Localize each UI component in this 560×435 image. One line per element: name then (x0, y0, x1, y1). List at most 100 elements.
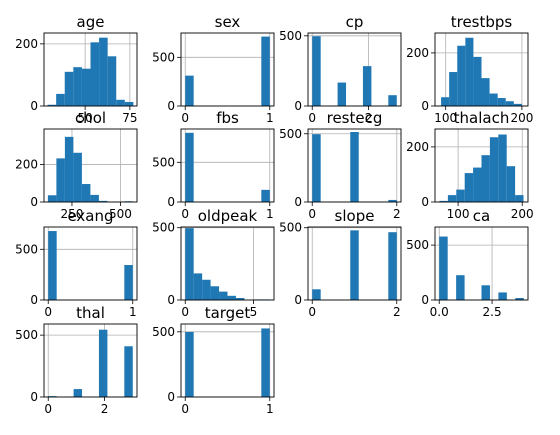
x-tick-label: 250 (61, 207, 84, 221)
histogram-bar (202, 279, 211, 300)
y-tick-label: 0 (30, 390, 38, 404)
histogram-bar (388, 199, 397, 202)
x-tick-label: 100 (434, 111, 457, 125)
histogram-bar (64, 136, 74, 202)
plot-frame (180, 32, 275, 107)
y-tick-label: 500 (279, 29, 302, 43)
y-tick-label: 500 (279, 221, 302, 235)
histogram-bar (312, 134, 321, 202)
histogram-bar (388, 95, 397, 106)
histogram-bar (505, 101, 514, 106)
subplot-age: 50 75 0 200 age (15, 13, 137, 125)
subplot-trestbps: 100 200 0 200 trestbps (406, 13, 533, 125)
x-tick-label: 0 (181, 305, 189, 319)
plot-frame (43, 226, 138, 301)
y-tick-label: 0 (294, 99, 302, 113)
histogram-bar (350, 132, 359, 202)
x-tick-label: 0 (44, 402, 52, 416)
y-tick-label: 500 (279, 127, 302, 141)
histogram-bar (73, 67, 82, 106)
x-tick-label: 1 (266, 207, 274, 221)
histogram-bar (388, 232, 397, 300)
histogram-bar (261, 189, 270, 202)
x-tick-label: 200 (510, 111, 533, 125)
x-tick-label: 5 (250, 305, 258, 319)
x-tick-label: 0 (44, 305, 52, 319)
histogram-bar (90, 194, 99, 202)
y-tick-label: 500 (15, 328, 38, 342)
plot-frame (307, 128, 402, 203)
histogram-bar (513, 103, 522, 106)
histogram-bar (261, 328, 270, 397)
subplot-ca: 0.0 2.5 0 500 ca (406, 207, 529, 319)
histogram-bar (56, 93, 65, 106)
histogram-bar (235, 297, 245, 300)
plot-frame (180, 128, 275, 203)
histogram-bar (210, 286, 220, 300)
subplot-sex: 0 1 0 500 sex (152, 13, 275, 125)
plot-frame (434, 32, 529, 107)
histogram-bar (439, 200, 448, 202)
x-tick-label: 500 (109, 207, 132, 221)
x-tick-label: 0 (181, 207, 189, 221)
plot-frame (180, 323, 275, 398)
histogram-bar (81, 68, 91, 106)
histogram-bar (124, 265, 133, 300)
subplot-oldpeak: 0 5 0 500 oldpeak (152, 207, 275, 319)
subplot-title: age (77, 13, 105, 31)
y-tick-label: 500 (152, 155, 175, 169)
subplot-target: 0 1 0 500 target (152, 304, 275, 416)
subplot-title: target (205, 304, 251, 322)
histogram-bar (489, 93, 498, 106)
x-tick-label: 50 (77, 111, 92, 125)
histogram-bar (497, 98, 506, 106)
subplot-title: restecg (327, 109, 383, 127)
histogram-bar (362, 66, 372, 106)
y-tick-label: 500 (152, 50, 175, 64)
histogram-bar (481, 285, 490, 300)
subplot-title: chol (75, 109, 106, 127)
histogram-bar (456, 189, 465, 202)
histogram-bar (456, 275, 465, 300)
x-tick-label: 2.5 (483, 305, 502, 319)
histogram-bar (464, 173, 474, 202)
subplot-slope: 0 2 0 500 slope (279, 207, 402, 319)
histogram-bar (498, 292, 507, 300)
histogram-bar (498, 134, 507, 202)
histogram-bar (447, 195, 457, 202)
histogram-bar (219, 291, 228, 300)
histogram-bar (185, 132, 194, 202)
histogram-bar (465, 37, 474, 106)
subplot-restecg: 0 2 0 500 restecg (279, 109, 402, 221)
x-tick-label: 0 (308, 305, 316, 319)
histogram-bar (337, 82, 347, 106)
histogram-bar (350, 230, 359, 300)
histogram-bar (99, 37, 108, 106)
histogram-bar (457, 45, 466, 106)
subplot-title: thalach (454, 109, 510, 127)
y-tick-label: 0 (421, 195, 429, 209)
plot-frame (307, 226, 402, 301)
histogram-bar (64, 71, 74, 106)
y-tick-label: 500 (406, 238, 429, 252)
subplot-thal: 0 2 0 500 thal (15, 304, 138, 416)
x-tick-label: 1 (266, 111, 274, 125)
plot-frame (434, 226, 529, 301)
subplot-cp: 0 2 0 500 cp (279, 13, 402, 125)
plot-frame (180, 226, 275, 301)
histogram-bar (124, 346, 133, 397)
histogram-bar (227, 295, 236, 300)
histogram-bar (312, 289, 321, 300)
histogram-bar (90, 42, 100, 106)
x-tick-label: 0 (308, 111, 316, 125)
histogram-bar (185, 331, 194, 397)
y-tick-label: 0 (421, 99, 429, 113)
subplot-title: exang (67, 207, 113, 225)
histogram-bar (73, 152, 82, 202)
x-tick-label: 1 (129, 305, 137, 319)
x-tick-label: 100 (447, 207, 470, 221)
histogram-bar (98, 200, 108, 202)
subplot-title: ca (473, 207, 490, 225)
subplot-title: cp (346, 13, 364, 31)
